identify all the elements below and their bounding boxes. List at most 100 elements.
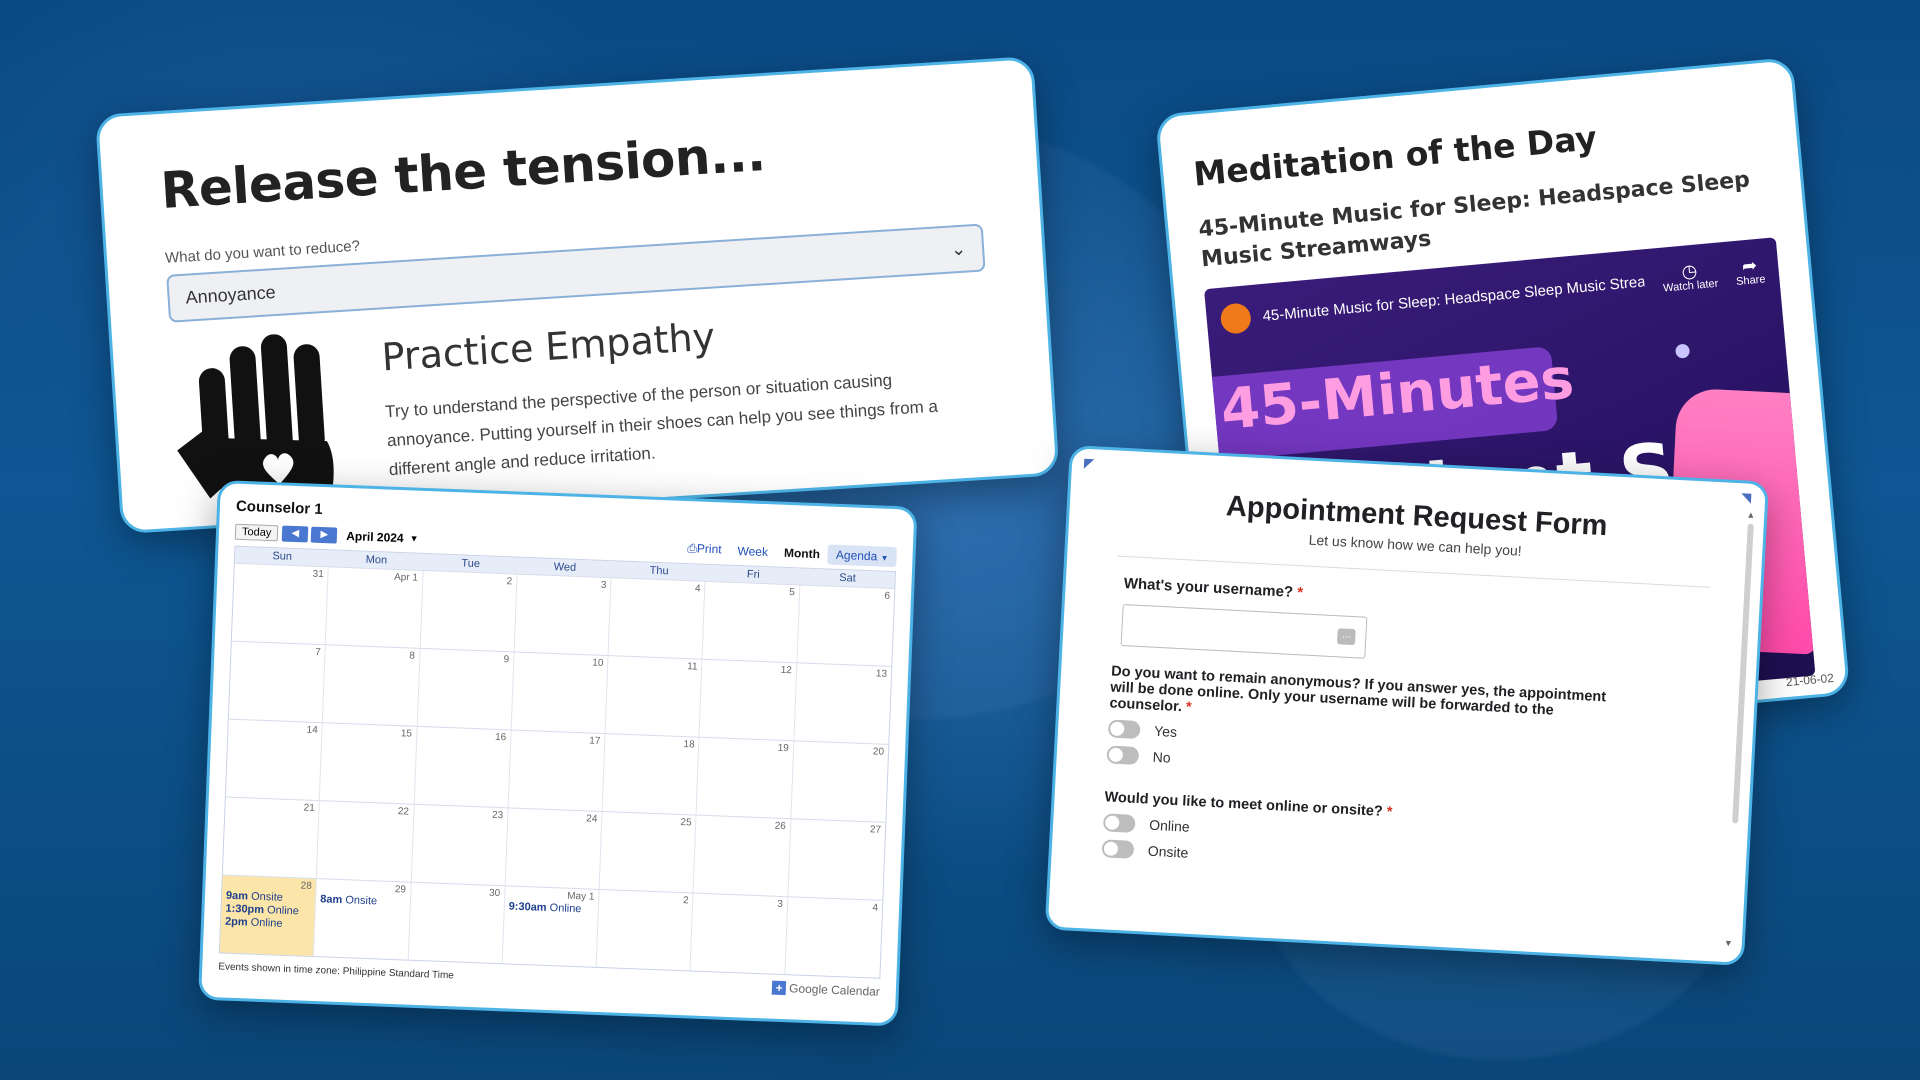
player-title[interactable]: 45-Minute Music for Sleep: Headspace Sle… xyxy=(1261,272,1646,325)
day-number: 8 xyxy=(409,650,416,662)
day-number: 7 xyxy=(314,646,321,659)
day-cell[interactable]: 20 xyxy=(791,741,888,822)
share-icon: ➦ xyxy=(1740,255,1758,277)
day-number: 4 xyxy=(694,583,701,595)
day-cell[interactable]: 18 xyxy=(602,734,700,815)
share-button[interactable]: ➦ Share xyxy=(1735,255,1766,288)
day-cell[interactable]: 24 xyxy=(505,808,603,889)
day-number: 16 xyxy=(494,731,507,744)
day-number: 31 xyxy=(312,568,324,581)
day-cell[interactable]: 15 xyxy=(320,723,418,804)
day-cell[interactable]: 9 xyxy=(417,648,515,730)
day-number: 13 xyxy=(875,668,888,680)
appointment-form-card: Appointment Request Form Let us know how… xyxy=(1044,445,1770,966)
toggle[interactable] xyxy=(1107,719,1141,740)
day-number: 4 xyxy=(872,902,879,914)
day-cell[interactable]: 30 xyxy=(408,882,506,964)
day-number: 22 xyxy=(397,806,410,818)
day-cell[interactable]: 3 xyxy=(690,893,789,975)
toggle[interactable] xyxy=(1101,839,1135,859)
day-number: 30 xyxy=(488,887,501,900)
keyboard-icon[interactable]: ⋯ xyxy=(1336,628,1356,646)
day-cell[interactable]: 23 xyxy=(411,804,509,886)
print-button[interactable]: ⎙Print xyxy=(687,541,722,557)
toggle[interactable] xyxy=(1106,745,1140,766)
day-number: 9 xyxy=(503,654,510,666)
next-month-icon[interactable]: ▶ xyxy=(311,526,338,544)
corner-marker xyxy=(1740,493,1752,504)
day-cell[interactable]: 2 xyxy=(420,570,518,652)
day-cell[interactable]: 3 xyxy=(514,574,612,656)
day-cell[interactable]: 5 xyxy=(702,581,801,663)
day-cell[interactable]: May 1 9:30am Online xyxy=(502,886,600,967)
corner-marker xyxy=(1083,458,1095,470)
day-number: 20 xyxy=(872,746,885,758)
day-cell[interactable]: 26 xyxy=(693,815,792,897)
timezone-note: Events shown in time zone: Philippine St… xyxy=(218,960,455,981)
tab-month[interactable]: Month xyxy=(783,545,821,561)
day-cell[interactable]: 16 xyxy=(414,726,512,808)
weeks: 31 Apr 1 2 3 4 5 6 7 8 9 10 11 12 13 14 15 16 17 18 19 20 21 2… xyxy=(219,562,895,978)
day-cell[interactable]: 29 8am Onsite xyxy=(314,879,412,960)
day-cell[interactable]: 2 xyxy=(596,889,694,971)
prev-month-icon[interactable]: ◀ xyxy=(282,525,309,543)
scroll-down-icon[interactable]: ▼ xyxy=(1723,937,1734,949)
day-cell[interactable]: 13 xyxy=(794,663,891,744)
day-number: 21 xyxy=(303,802,315,814)
tab-week[interactable]: Week xyxy=(737,543,769,559)
day-cell[interactable]: 4 xyxy=(785,897,882,978)
day-number: 27 xyxy=(869,824,882,836)
day-cell[interactable]: 19 xyxy=(696,737,795,819)
day-cell[interactable]: 12 xyxy=(699,659,798,741)
day-number: 25 xyxy=(680,817,692,829)
day-cell[interactable]: 25 xyxy=(599,812,697,893)
day-cell[interactable]: 7 xyxy=(228,641,327,723)
toggle[interactable] xyxy=(1102,813,1136,833)
day-cell[interactable]: 27 xyxy=(788,819,885,900)
day-cell[interactable]: 31 xyxy=(231,563,330,645)
day-number: 23 xyxy=(491,809,504,822)
day-cell[interactable]: 6 xyxy=(797,585,894,666)
month-label[interactable]: April 2024 xyxy=(346,528,404,545)
release-tension-card: Release the tension... What do you want … xyxy=(95,55,1060,535)
day-cell[interactable]: 8 xyxy=(323,645,421,726)
username-input[interactable]: ⋯ xyxy=(1120,603,1368,659)
reduce-select-value: Annoyance xyxy=(184,281,277,308)
day-cell[interactable]: 22 xyxy=(317,801,415,882)
day-number: 2 xyxy=(506,576,513,588)
month-grid: Sun Mon Tue Wed Thu Fri Sat 31 Apr 1 2 3 4 5 6 7 8 9 10 1… xyxy=(218,545,897,979)
scrollbar[interactable] xyxy=(1732,523,1754,824)
watch-later-button[interactable]: ◷ Watch later xyxy=(1662,260,1719,295)
tab-agenda[interactable]: Agenda ▼ xyxy=(827,543,897,567)
day-cell[interactable]: 11 xyxy=(605,656,703,737)
day-number: 14 xyxy=(306,724,318,737)
day-cell[interactable]: Apr 1 xyxy=(326,567,424,648)
day-number: 10 xyxy=(592,657,604,669)
chevron-down-icon: ▼ xyxy=(880,552,889,563)
google-calendar-link[interactable]: + Google Calendar xyxy=(771,980,880,999)
plus-icon: + xyxy=(771,980,787,996)
month-dropdown-icon[interactable]: ▼ xyxy=(409,532,419,544)
day-cell[interactable]: 14 xyxy=(225,719,324,801)
tension-title: Release the tension... xyxy=(159,124,767,220)
clock-icon: ◷ xyxy=(1680,260,1699,282)
day-number: 26 xyxy=(774,820,787,833)
calendar-event[interactable]: 9:30am Online xyxy=(508,900,582,916)
channel-avatar[interactable] xyxy=(1219,302,1253,335)
tip-body: Try to understand the perspective of the… xyxy=(384,370,939,480)
calendar-event[interactable]: 8am Onsite xyxy=(320,893,378,908)
today-button[interactable]: Today xyxy=(234,523,279,541)
day-cell-today[interactable]: 28 9am Onsite 1:30pm Online 2pm Online xyxy=(219,875,318,957)
day-cell[interactable]: 4 xyxy=(608,578,706,659)
day-cell[interactable]: 10 xyxy=(511,652,609,734)
day-cell[interactable]: 17 xyxy=(508,730,606,812)
day-number: 15 xyxy=(400,728,413,740)
day-number: 11 xyxy=(687,661,698,673)
calendar-event[interactable]: 2pm Online xyxy=(224,915,283,930)
day-number: 19 xyxy=(777,742,790,755)
chevron-down-icon: ⌄ xyxy=(950,238,967,259)
calendar-card: Counselor 1 Today ◀ ▶ April 2024 ▼ ⎙Prin… xyxy=(198,480,918,1027)
scroll-up-icon[interactable]: ▲ xyxy=(1746,509,1756,520)
day-number: 5 xyxy=(789,587,796,599)
day-cell[interactable]: 21 xyxy=(222,797,321,879)
